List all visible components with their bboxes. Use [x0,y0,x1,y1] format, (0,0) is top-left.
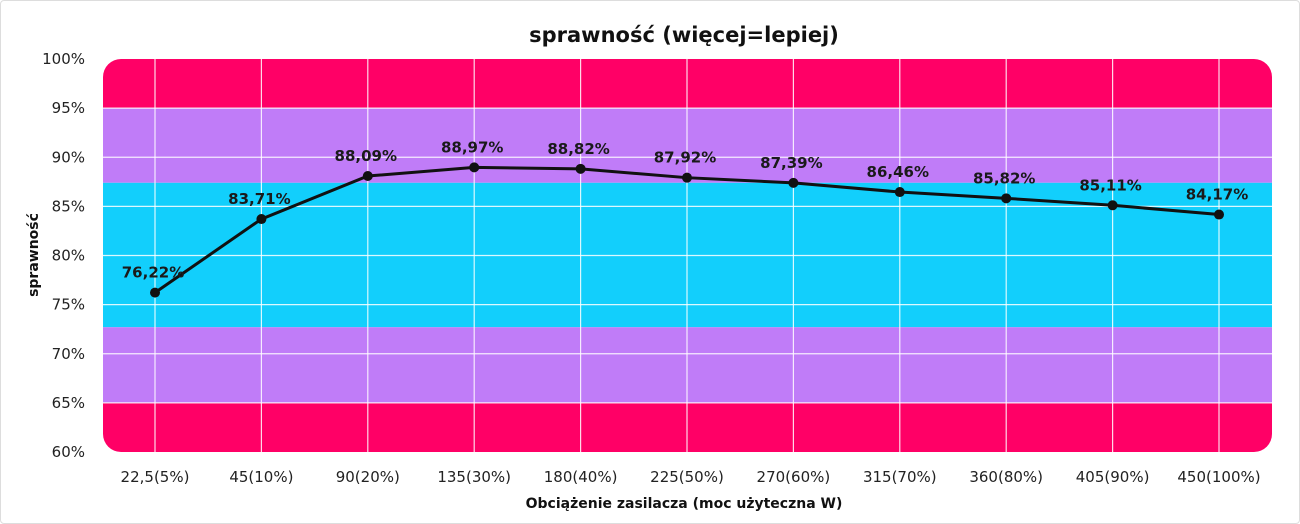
data-point [788,177,799,188]
chart-title: sprawność (więcej=lepiej) [529,23,839,47]
data-label: 83,71% [228,190,290,208]
data-point [362,171,373,182]
x-tick-label: 315(70%) [863,468,937,486]
y-tick-label: 95% [52,99,85,117]
data-point [1001,193,1012,204]
x-tick-label: 360(80%) [969,468,1043,486]
x-tick-label: 225(50%) [650,468,724,486]
data-point [1107,200,1118,211]
data-label: 86,46% [867,163,929,181]
data-label: 85,11% [1079,176,1141,194]
x-tick-label: 45(10%) [229,468,293,486]
data-point [1214,209,1224,220]
x-tick-label: 450(100%) [1177,468,1260,486]
data-label: 87,39% [760,154,822,172]
data-point [894,187,905,198]
y-tick-label: 60% [52,443,85,461]
data-label: 87,92% [654,149,716,167]
x-tick-label: 270(60%) [757,468,831,486]
x-tick-label: 22,5(5%) [121,468,190,486]
data-point [682,172,692,183]
y-tick-label: 65% [52,394,85,412]
data-point [469,162,480,173]
x-axis-label: Obciążenie zasilacza (moc użyteczna W) [526,496,843,512]
x-tick-label: 405(90%) [1076,468,1150,486]
data-label: 84,17% [1186,186,1248,204]
x-tick-label: 135(30%) [437,468,511,486]
y-tick-label: 70% [52,345,85,363]
data-label: 85,82% [973,169,1035,187]
y-tick-label: 100% [42,50,85,68]
data-label: 88,09% [335,147,397,165]
x-tick-label: 180(40%) [544,468,618,486]
y-tick-label: 75% [52,296,85,314]
data-label: 88,97% [441,138,503,156]
data-point [256,214,267,225]
x-tick-label: 90(20%) [336,468,400,486]
data-point [575,163,586,174]
data-label: 88,82% [547,140,609,158]
y-axis-label: sprawność [26,213,42,297]
y-tick-label: 80% [52,247,85,265]
y-tick-label: 90% [52,148,85,166]
data-label: 76,22% [122,264,184,282]
y-tick-label: 85% [52,197,85,215]
data-point [150,287,160,298]
